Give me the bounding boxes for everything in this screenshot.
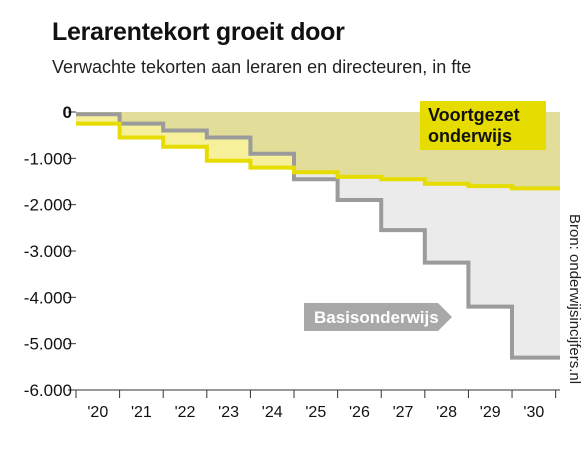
y-tick-label: -2.000 (24, 196, 72, 215)
x-tick-label: '25 (305, 404, 326, 421)
y-tick-label: -4.000 (24, 288, 72, 307)
x-tick-label: '22 (175, 404, 196, 421)
x-tick-label: '27 (393, 404, 414, 421)
voortgezet-label-box (420, 101, 546, 150)
voortgezet-label-text: onderwijs (428, 126, 512, 146)
x-tick-label: '20 (87, 404, 108, 421)
x-tick-label: '29 (480, 404, 501, 421)
x-tick-label: '26 (349, 404, 370, 421)
chart-title: Lerarentekort groeit door (52, 18, 345, 46)
voortgezet-band (76, 114, 560, 189)
source-note: Bron: onderwijsincijfers.nl (566, 214, 583, 385)
basis-line (76, 112, 560, 360)
x-tick-label: '23 (218, 404, 239, 421)
y-tick-label: -3.000 (24, 242, 72, 261)
voortgezet-label-text: Voortgezet (428, 105, 520, 125)
y-tick-label: -6.000 (24, 381, 72, 400)
x-tick-label: '30 (523, 404, 544, 421)
voortgezet-line (76, 121, 560, 191)
y-tick-label: -5.000 (24, 335, 72, 354)
y-tick-label: -1.000 (24, 149, 72, 168)
x-tick-label: '24 (262, 404, 283, 421)
basis-label-box (304, 303, 452, 331)
basis-label-text: Basisonderwijs (314, 308, 439, 327)
x-tick-label: '28 (436, 404, 457, 421)
x-tick-label: '21 (131, 404, 152, 421)
chart-subtitle: Verwachte tekorten aan leraren en direct… (52, 57, 472, 77)
y-tick-label: 0 (63, 103, 72, 122)
